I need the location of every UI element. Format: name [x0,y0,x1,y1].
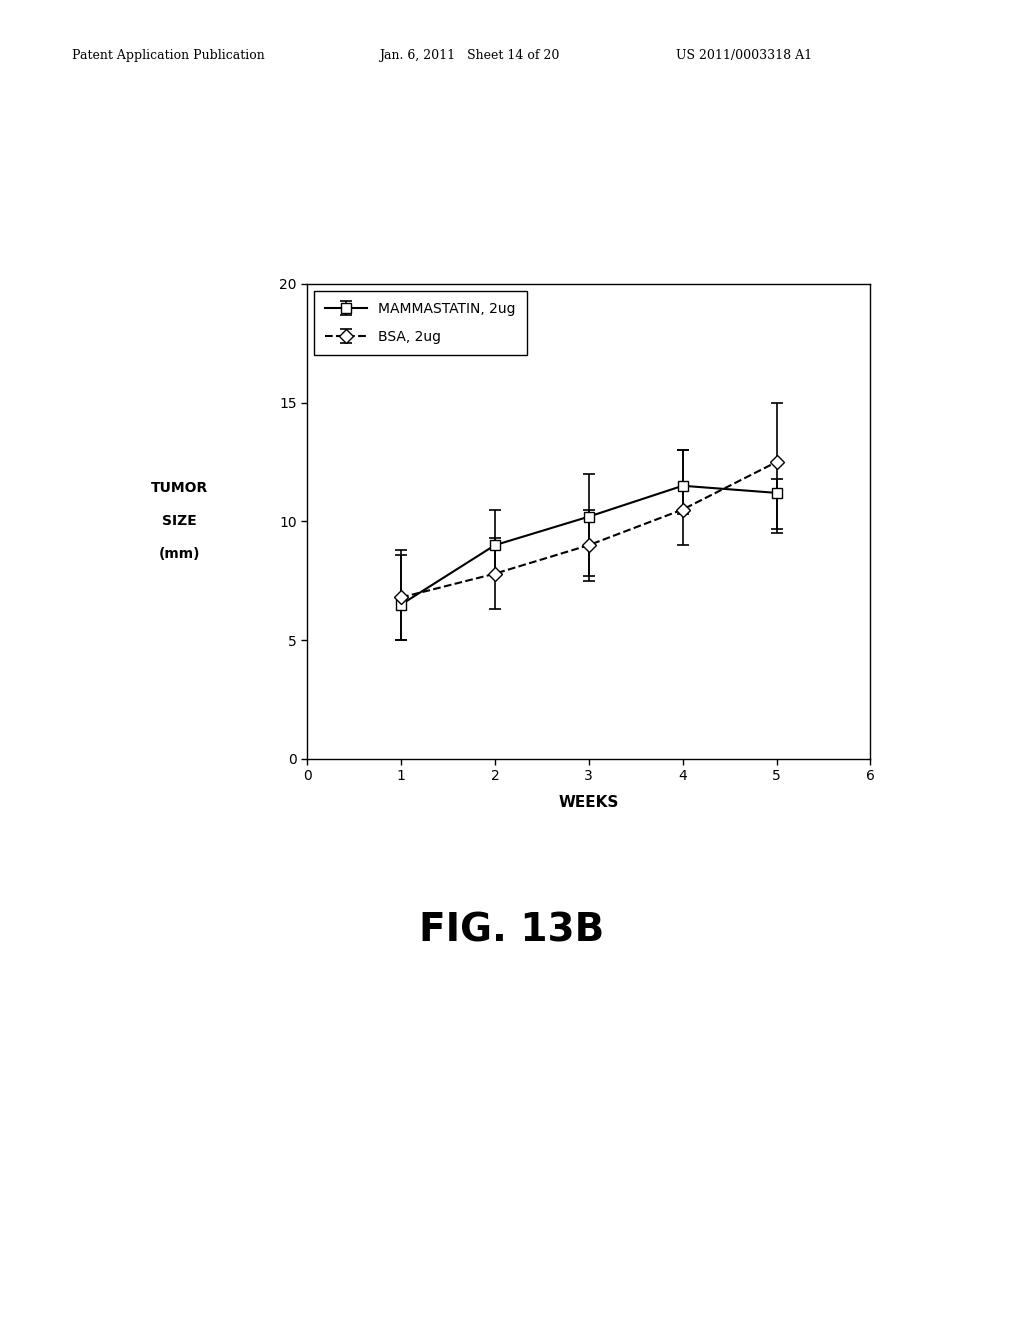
Text: Jan. 6, 2011   Sheet 14 of 20: Jan. 6, 2011 Sheet 14 of 20 [379,49,559,62]
Text: Patent Application Publication: Patent Application Publication [72,49,264,62]
Text: FIG. 13B: FIG. 13B [420,912,604,949]
Text: TUMOR: TUMOR [151,482,208,495]
Text: (mm): (mm) [159,548,200,561]
Text: SIZE: SIZE [162,515,197,528]
Legend: MAMMASTATIN, 2ug, BSA, 2ug: MAMMASTATIN, 2ug, BSA, 2ug [314,290,526,355]
Text: US 2011/0003318 A1: US 2011/0003318 A1 [676,49,812,62]
X-axis label: WEEKS: WEEKS [559,795,618,809]
